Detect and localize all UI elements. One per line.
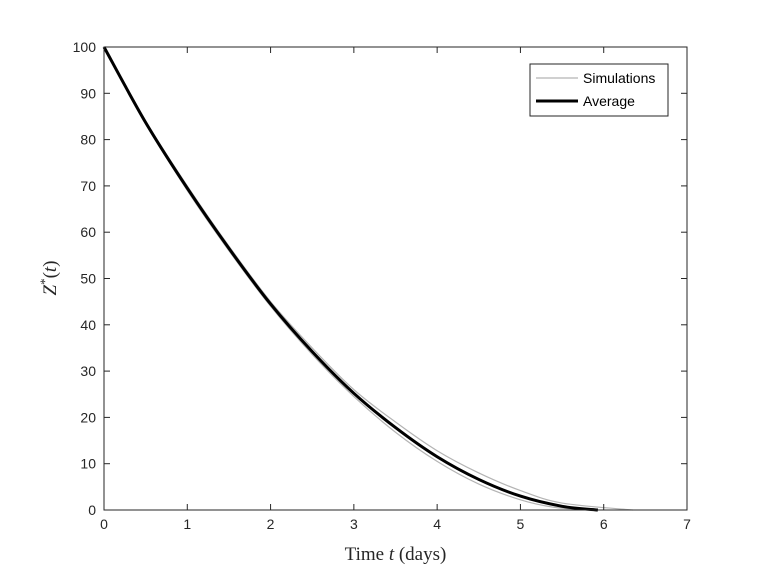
- x-tick-label: 3: [350, 516, 358, 532]
- legend-label-simulations: Simulations: [583, 70, 655, 86]
- series-layer: [102, 46, 633, 512]
- x-tick-label: 1: [183, 516, 191, 532]
- x-tick-label: 4: [433, 516, 441, 532]
- y-tick-label: 100: [73, 39, 97, 55]
- legend: Simulations Average: [529, 63, 669, 117]
- y-axis-label: Z*(t): [37, 260, 62, 295]
- x-axis-label: Time t (days): [345, 544, 447, 565]
- y-tick-label: 20: [80, 409, 96, 425]
- y-tick-label: 60: [80, 224, 96, 240]
- x-tick-label: 6: [600, 516, 608, 532]
- y-ticks: 0 10 20 30 40 50 60 70 80 90 100: [73, 39, 687, 518]
- x-tick-label: 0: [100, 516, 108, 532]
- y-tick-label: 50: [80, 271, 96, 287]
- x-tick-label: 2: [267, 516, 275, 532]
- y-tick-label: 10: [80, 456, 96, 472]
- x-tick-label: 5: [517, 516, 525, 532]
- legend-box: [529, 63, 669, 117]
- y-tick-label: 70: [80, 178, 96, 194]
- y-tick-label: 0: [88, 502, 96, 518]
- y-tick-label: 90: [80, 85, 96, 101]
- x-ticks: 0 1 2 3 4 5 6 7: [100, 47, 691, 532]
- x-tick-label: 7: [683, 516, 691, 532]
- y-tick-label: 30: [80, 363, 96, 379]
- legend-label-average: Average: [583, 93, 635, 109]
- series-line-average: [102, 46, 599, 512]
- y-tick-label: 80: [80, 132, 96, 148]
- y-tick-label: 40: [80, 317, 96, 333]
